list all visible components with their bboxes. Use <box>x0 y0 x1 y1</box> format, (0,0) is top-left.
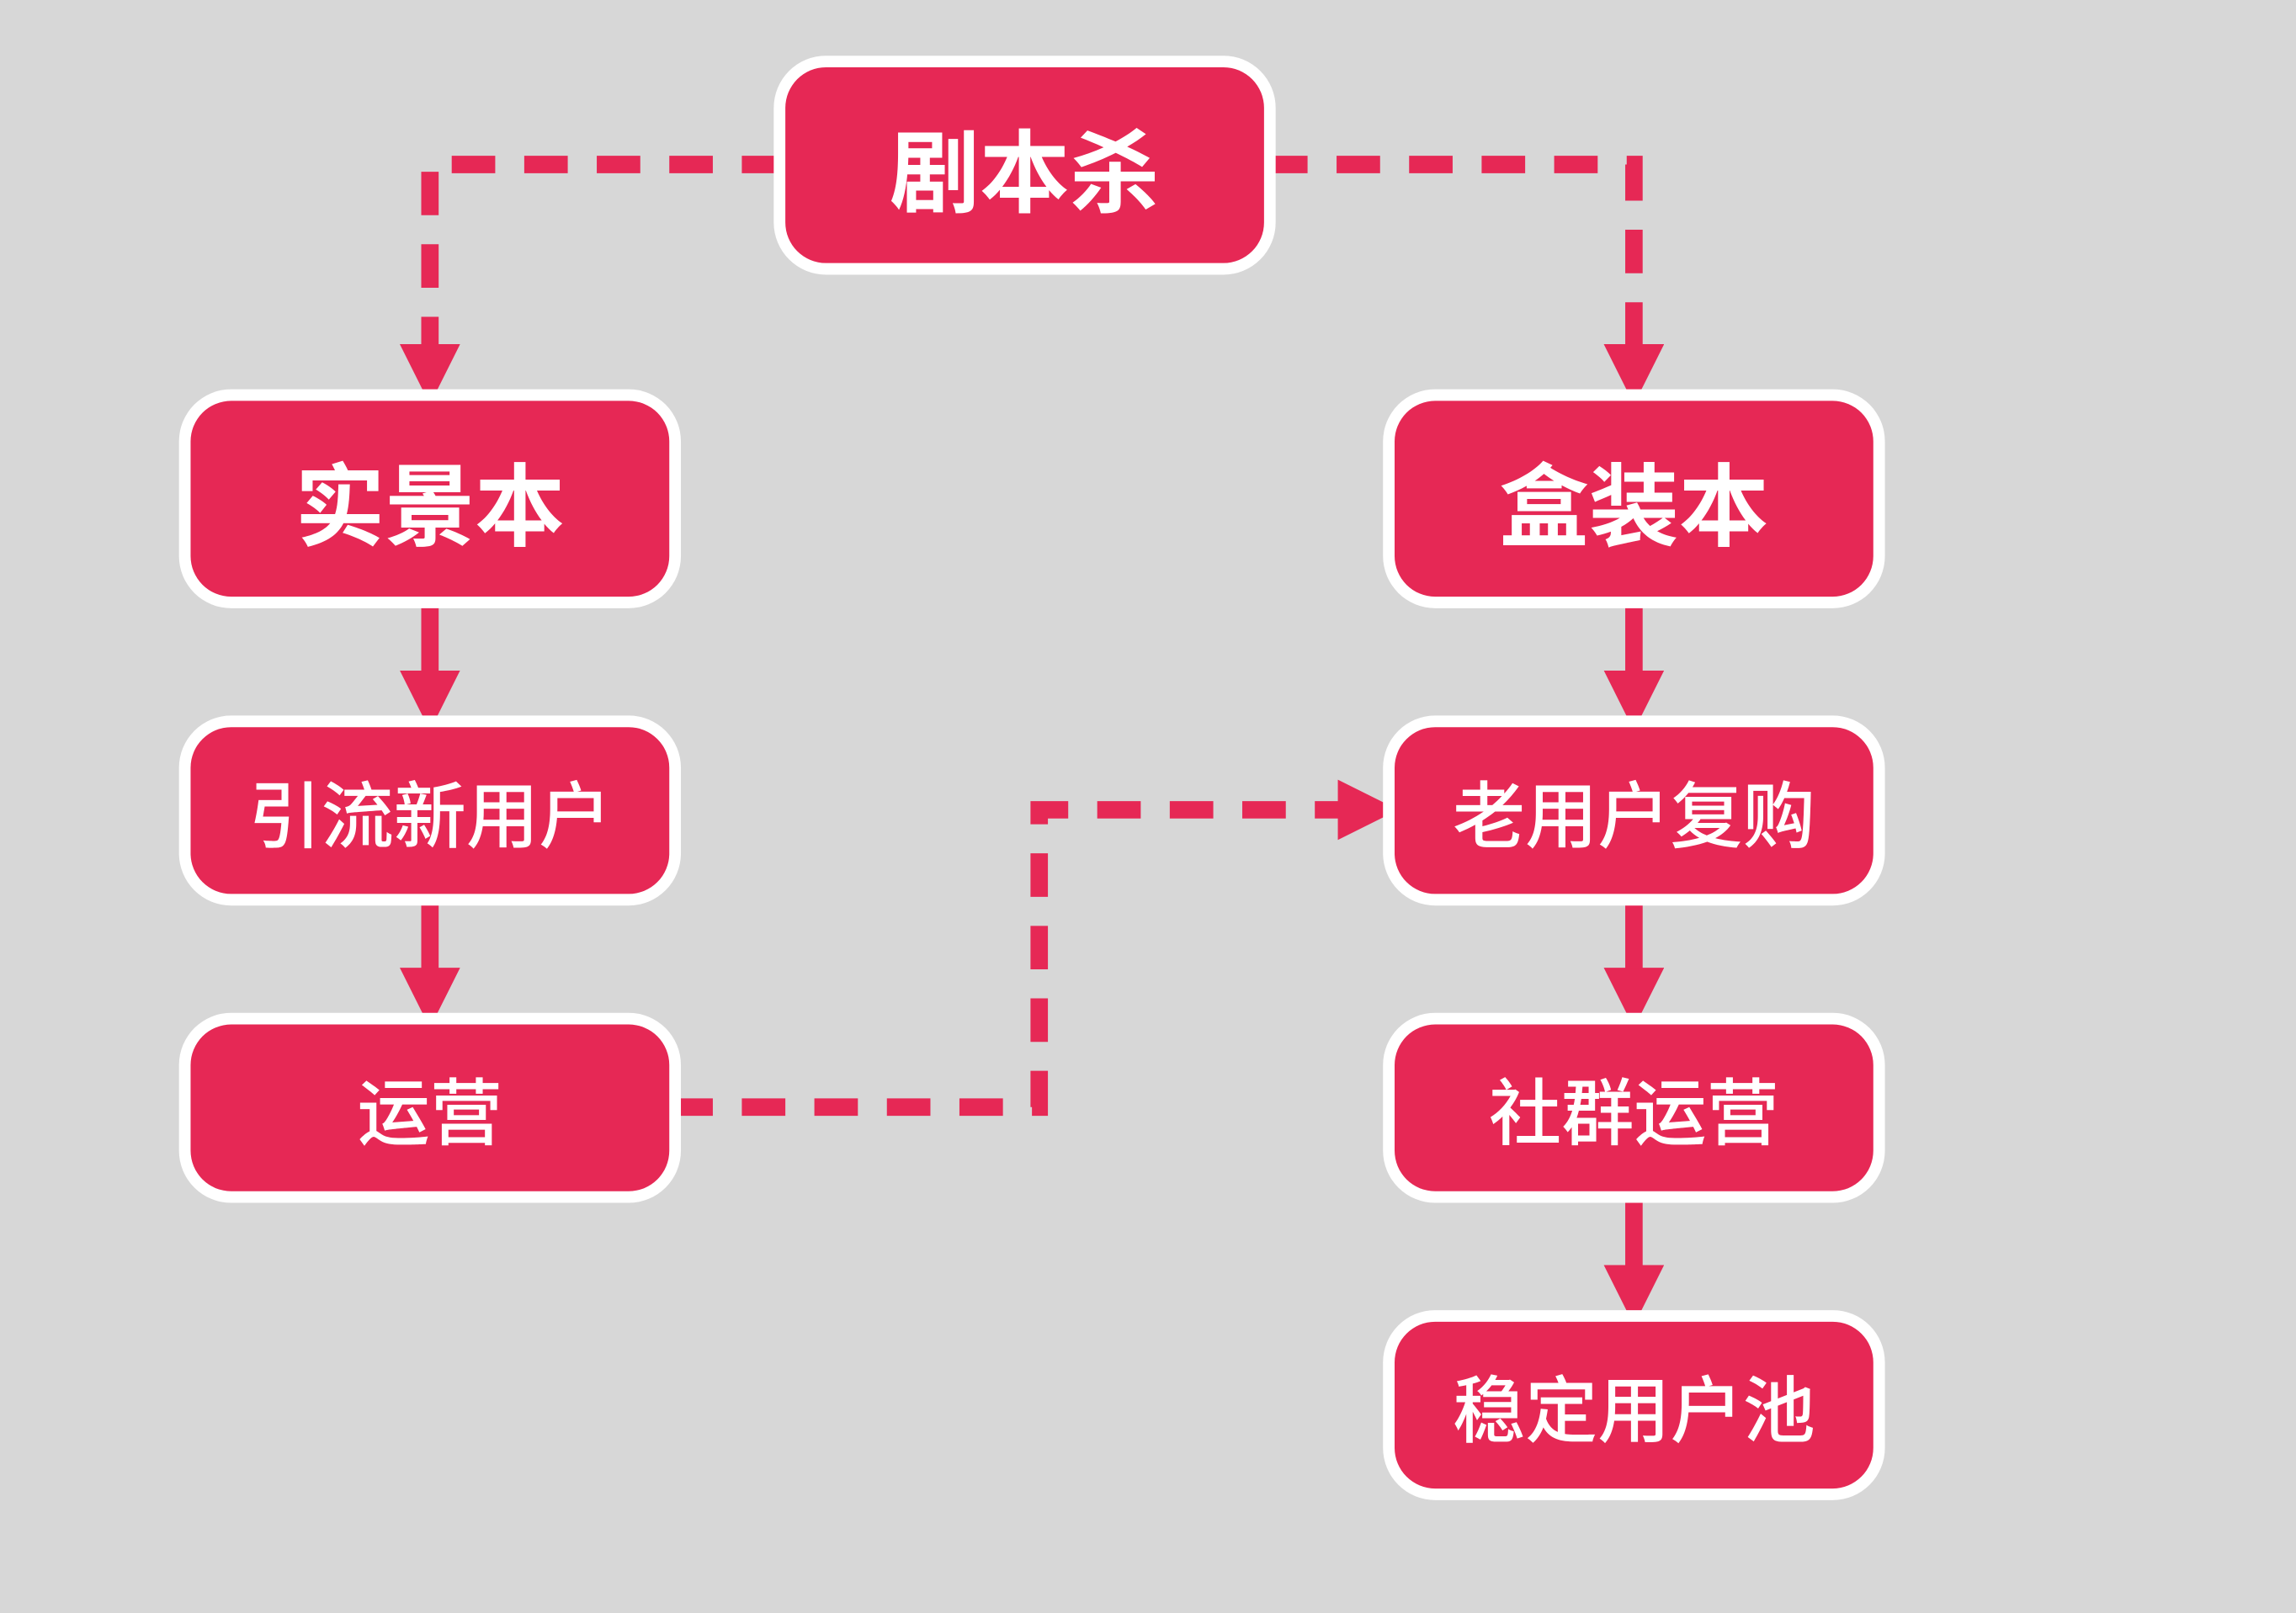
node-left3 <box>190 1024 669 1191</box>
node-right2 <box>1395 727 1873 894</box>
edge-root-left1 <box>430 164 785 386</box>
node-right1 <box>1395 401 1873 597</box>
flowchart-svg <box>24 16 2272 1597</box>
node-left2 <box>190 727 669 894</box>
node-root <box>785 66 1264 263</box>
node-right4 <box>1395 1321 1873 1488</box>
flowchart-canvas: 剧本杀实景本盒装本引流新用户老用户复购运营社群运营稳定用户池 <box>24 16 2272 1597</box>
edge-root-right1 <box>1264 164 1634 386</box>
edge-left3-right2 <box>669 809 1380 1106</box>
node-left1 <box>190 401 669 597</box>
node-right3 <box>1395 1024 1873 1191</box>
